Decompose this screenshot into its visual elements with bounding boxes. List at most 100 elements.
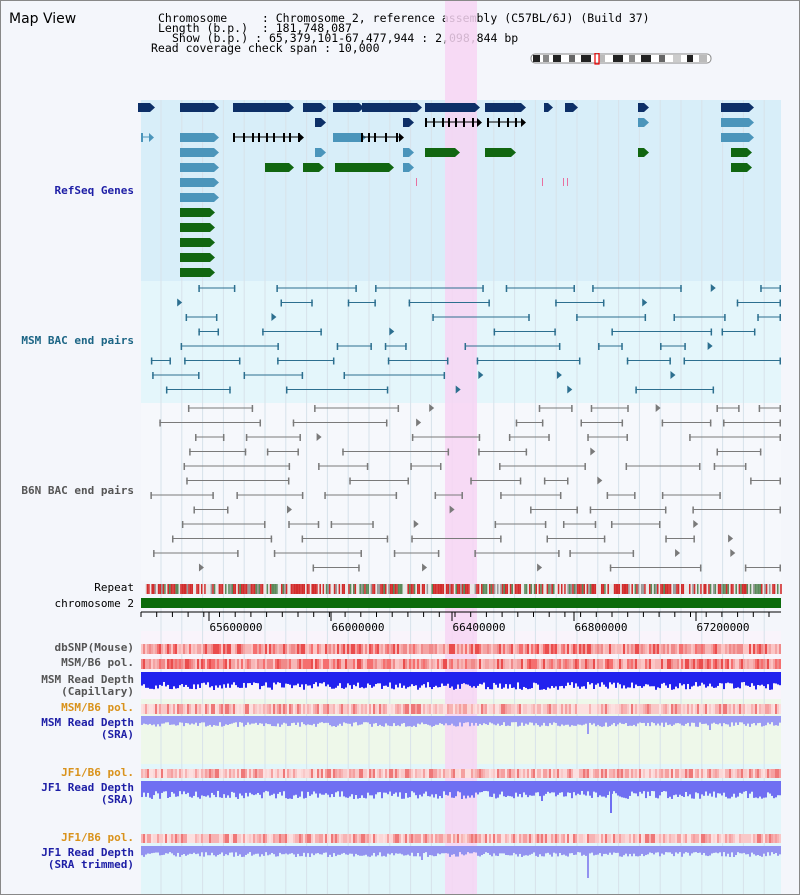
- jf1-pol-band: [381, 769, 383, 778]
- msm-capillary-depth: [553, 672, 555, 688]
- msm-capillary-depth: [733, 672, 735, 689]
- jf1-pol-band: [261, 769, 263, 778]
- track-label-msm-read-depth-sra[interactable]: MSM Read Depth (SRA): [41, 717, 134, 741]
- repeat-bar: [564, 584, 566, 594]
- track-label-msm-b6-pol-2[interactable]: MSM/B6 pol.: [61, 701, 134, 714]
- dbsnp-band: [623, 644, 625, 654]
- chromosome-ideogram[interactable]: [529, 53, 715, 65]
- jf1-pol2-band: [755, 834, 757, 843]
- msm-pol2-band: [235, 704, 237, 714]
- jf1-sra-depth: [669, 781, 671, 797]
- jf1-pol-band: [587, 769, 589, 778]
- jf1-sra-depth: [489, 781, 491, 797]
- msm-pol2-band: [743, 704, 745, 714]
- jf1-pol2-band: [255, 834, 257, 843]
- repeat-bar: [321, 584, 323, 594]
- dbsnp-band: [391, 644, 393, 654]
- dbsnp-band: [169, 644, 171, 654]
- jf1-sra-depth: [579, 781, 581, 795]
- msm-sra-depth: [745, 716, 747, 726]
- track-label-b6n-bac-end-pairs[interactable]: B6N BAC end pairs: [21, 484, 134, 497]
- b6n-pair-end: [222, 434, 225, 441]
- msm-sra-depth: [395, 716, 397, 726]
- b6n-pair-end: [571, 405, 573, 412]
- jf1-sra-depth: [159, 781, 161, 799]
- msm-capillary-depth: [337, 672, 339, 686]
- jf1-pol-band: [431, 769, 433, 778]
- repeat-bar: [391, 584, 393, 594]
- jf1-pol2-band: [753, 834, 755, 843]
- track-label-jf1-read-depth-sra[interactable]: JF1 Read Depth (SRA): [41, 782, 134, 806]
- jf1-pol-band: [395, 769, 397, 778]
- jf1-pol-band: [757, 769, 759, 778]
- track-label-msm-bac-end-pairs[interactable]: MSM BAC end pairs: [21, 334, 134, 347]
- msm-pol-band: [707, 659, 709, 669]
- track-label-dbsnp[interactable]: dbSNP(Mouse): [54, 641, 134, 654]
- jf1-sra-depth: [457, 781, 459, 792]
- track-label-msm-read-depth-capillary[interactable]: MSM Read Depth (Capillary): [41, 674, 134, 698]
- msm-sra-depth: [769, 716, 771, 725]
- track-label-jf1-b6-pol-1[interactable]: JF1/B6 pol.: [61, 766, 134, 779]
- msm-capillary-depth: [401, 672, 403, 688]
- jf1-pol2-band: [531, 834, 533, 843]
- msm-capillary-depth: [243, 672, 245, 683]
- msm-pol-band: [169, 659, 171, 669]
- repeat-bar: [351, 584, 353, 594]
- jf1-trimmed-depth: [523, 846, 525, 856]
- jf1-sra-depth: [765, 781, 767, 798]
- dbsnp-band: [681, 644, 683, 654]
- jf1-pol-band: [413, 769, 415, 778]
- msm-pol-band: [585, 659, 587, 669]
- b6n-pair-end: [318, 463, 320, 470]
- jf1-pol-band: [531, 769, 533, 778]
- msm-pol2-band: [517, 704, 519, 714]
- jf1-pol-band: [155, 769, 157, 778]
- jf1-pol2-band: [429, 834, 431, 843]
- jf1-pol2-band: [291, 834, 293, 843]
- jf1-pol-band: [161, 769, 163, 778]
- dbsnp-band: [691, 644, 693, 654]
- b6n-pair-end: [187, 405, 190, 412]
- msm-pol2-band: [565, 704, 567, 714]
- jf1-sra-depth: [605, 781, 607, 798]
- track-label-jf1-read-depth-sra-trimmed[interactable]: JF1 Read Depth (SRA trimmed): [41, 847, 134, 871]
- dbsnp-band: [349, 644, 351, 654]
- gene-exon: [361, 133, 363, 142]
- jf1-trimmed-depth: [209, 846, 211, 856]
- msm-capillary-depth: [423, 672, 425, 685]
- repeat-bar: [636, 584, 638, 594]
- msm-pol2-band: [699, 704, 701, 714]
- msm-capillary-depth: [769, 672, 771, 690]
- track-label-jf1-b6-pol-2[interactable]: JF1/B6 pol.: [61, 831, 134, 844]
- msm-pol2-band: [673, 704, 675, 714]
- jf1-pol2-band: [259, 834, 261, 843]
- msm-capillary-depth: [157, 672, 159, 689]
- msm-sra-depth: [603, 716, 605, 727]
- msm-pol-band: [743, 659, 745, 669]
- dbsnp-band: [463, 644, 465, 654]
- msm-capillary-depth: [581, 672, 583, 687]
- msm-pol2-band: [617, 704, 619, 714]
- jf1-sra-depth: [729, 781, 731, 799]
- repeat-bar: [385, 584, 387, 594]
- track-label-refseq-genes[interactable]: RefSeq Genes: [54, 184, 134, 197]
- msm-sra-depth: [743, 716, 745, 725]
- msm-pol2-band: [563, 704, 565, 714]
- msm-pol2-band: [149, 704, 151, 714]
- jf1-pol-band: [541, 769, 543, 778]
- msm-sra-depth: [749, 716, 751, 727]
- msm-capillary-depth: [673, 672, 675, 690]
- repeat-bar: [380, 584, 382, 594]
- jf1-pol-band: [639, 769, 641, 778]
- track-label-msm-b6-pol-1[interactable]: MSM/B6 pol.: [61, 656, 134, 669]
- msm-pol2-band: [247, 704, 249, 714]
- msm-pol2-band: [277, 704, 279, 714]
- msm-pol-band: [321, 659, 323, 669]
- msm-pol2-band: [691, 704, 693, 714]
- repeat-bar: [572, 584, 574, 594]
- jf1-trimmed-depth: [731, 846, 733, 853]
- dbsnp-band: [773, 644, 775, 654]
- msm-pol2-band: [403, 704, 405, 714]
- msm-capillary-depth: [143, 672, 145, 685]
- b6n-pair-end: [716, 405, 718, 412]
